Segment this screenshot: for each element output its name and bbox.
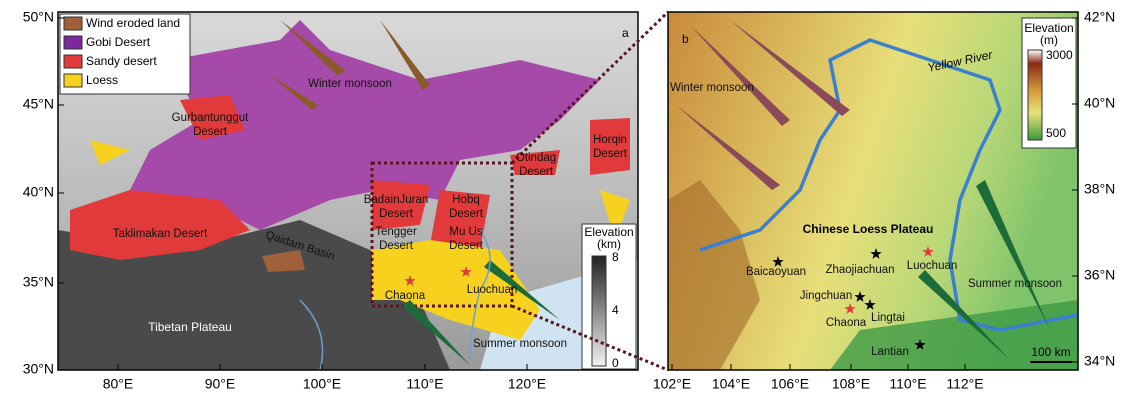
legend-title: (km) bbox=[597, 237, 621, 251]
lat-tick: 50°N bbox=[23, 9, 54, 25]
place-label: Desert bbox=[379, 240, 414, 252]
place-label: Winter monsoon bbox=[670, 82, 754, 94]
place-label: Tibetan Plateau bbox=[148, 320, 232, 334]
place-label: Lingtai bbox=[871, 312, 905, 324]
legend-swatch bbox=[64, 17, 82, 30]
colorbar-tick: 3000 bbox=[1046, 48, 1073, 62]
legend-swatch bbox=[64, 74, 82, 87]
place-label: Chaona bbox=[385, 290, 426, 302]
place-label: Desert bbox=[193, 126, 228, 138]
place-label: Desert bbox=[449, 240, 484, 252]
colorbar bbox=[1028, 50, 1042, 140]
place-label: Summer monsoon bbox=[473, 338, 567, 350]
legend-swatch bbox=[64, 36, 82, 49]
scale-label: 100 km bbox=[1031, 345, 1070, 359]
lat-tick: 42°N bbox=[1084, 9, 1115, 25]
place-label: Desert bbox=[449, 208, 484, 220]
lon-tick: 106°E bbox=[771, 376, 809, 392]
lat-tick: 36°N bbox=[1084, 267, 1115, 283]
legend-label: Gobi Desert bbox=[86, 35, 151, 49]
place-label: Desert bbox=[519, 166, 554, 178]
place-label: Taklimakan Desert bbox=[113, 228, 208, 240]
place-label: Tengger bbox=[375, 226, 417, 238]
figure: a Wind eroded land Gobi Desert Sandy desert… bbox=[0, 0, 1132, 400]
lon-tick: 100°E bbox=[303, 376, 341, 392]
place-label: Luochuan bbox=[907, 260, 958, 272]
place-label: Desert bbox=[379, 208, 414, 220]
place-label: Gurbantunggut bbox=[172, 112, 250, 124]
place-label: Desert bbox=[593, 148, 628, 160]
place-label: Jingchuan bbox=[800, 290, 852, 302]
place-label: Summer monsoon bbox=[968, 278, 1062, 290]
place-label: BadainJuran bbox=[364, 194, 429, 206]
legend-swatch bbox=[64, 55, 82, 68]
lon-tick: 102°E bbox=[653, 376, 691, 392]
place-label: Zhaojiachuan bbox=[825, 264, 894, 276]
place-label: Horqin bbox=[593, 134, 627, 146]
lat-tick: 40°N bbox=[23, 184, 54, 200]
place-label: Lantian bbox=[871, 346, 909, 358]
place-label: Otindag bbox=[516, 152, 556, 164]
legend-title: (m) bbox=[1040, 33, 1058, 47]
legend-label: Wind eroded land bbox=[86, 16, 180, 30]
lon-tick: 90°E bbox=[205, 376, 236, 392]
lon-tick: 110°E bbox=[406, 376, 443, 392]
colorbar-tick: 0 bbox=[612, 356, 619, 370]
place-label: Mu Us bbox=[449, 226, 482, 238]
lon-tick: 110°E bbox=[889, 376, 926, 392]
colorbar-tick: 8 bbox=[612, 250, 619, 264]
colorbar-tick: 500 bbox=[1046, 126, 1066, 140]
place-label: Hobq bbox=[452, 194, 480, 206]
panel-label: a bbox=[622, 26, 629, 40]
place-label: Winter monsoon bbox=[308, 78, 392, 90]
panel-label: b bbox=[682, 32, 689, 46]
lat-tick: 30°N bbox=[23, 361, 54, 377]
legend-label: Sandy desert bbox=[86, 54, 157, 68]
lon-tick: 120°E bbox=[508, 376, 546, 392]
place-label: Chinese Loess Plateau bbox=[803, 222, 934, 236]
colorbar bbox=[592, 256, 606, 366]
lat-tick: 40°N bbox=[1084, 95, 1115, 111]
lon-tick: 104°E bbox=[712, 376, 750, 392]
colorbar-tick: 4 bbox=[612, 303, 619, 317]
lon-tick: 80°E bbox=[103, 376, 134, 392]
lon-tick: 108°E bbox=[832, 376, 870, 392]
lat-tick: 34°N bbox=[1084, 353, 1115, 369]
lon-tick: 112°E bbox=[946, 376, 983, 392]
place-label: Chaona bbox=[826, 317, 867, 329]
place-label: Luochuan bbox=[467, 284, 518, 296]
lat-tick: 45°N bbox=[23, 96, 54, 112]
lat-tick: 35°N bbox=[23, 274, 54, 290]
lat-tick: 38°N bbox=[1084, 181, 1115, 197]
legend-label: Loess bbox=[86, 73, 118, 87]
place-label: Baicaoyuan bbox=[746, 266, 806, 278]
